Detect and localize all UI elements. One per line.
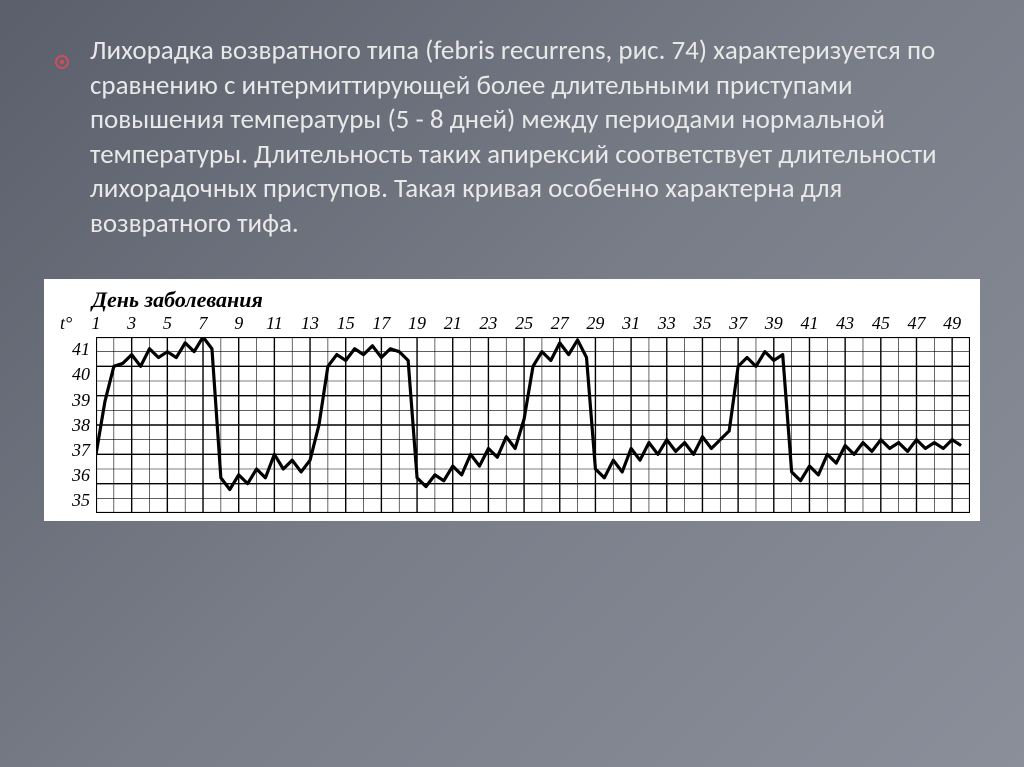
- x-tick-label: 33: [658, 313, 676, 334]
- x-tick-label: 27: [551, 313, 569, 334]
- x-tick-label: 41: [800, 313, 818, 334]
- x-axis-labels: 1357911131517192123252729313335373941434…: [96, 313, 970, 337]
- x-tick-label: 5: [163, 313, 172, 334]
- x-tick-label: 9: [234, 313, 243, 334]
- x-tick-label: 31: [622, 313, 640, 334]
- x-tick-label: 23: [479, 313, 497, 334]
- chart-grid: [96, 337, 970, 513]
- slide-text-block: Лихорадка возвратного типа (febris recur…: [0, 0, 1024, 261]
- chart-title: День заболевания: [92, 287, 970, 313]
- y-tick-label: 40: [54, 362, 96, 387]
- x-tick-label: 45: [872, 313, 890, 334]
- x-tick-label: 25: [515, 313, 533, 334]
- x-tick-label: 43: [836, 313, 854, 334]
- y-axis-column: t° 41403938373635: [54, 313, 96, 513]
- x-tick-label: 11: [266, 313, 283, 334]
- y-tick-label: 39: [54, 388, 96, 413]
- x-tick-label: 29: [586, 313, 604, 334]
- bullet-icon: [55, 44, 69, 58]
- x-tick-label: 15: [337, 313, 355, 334]
- x-tick-label: 3: [127, 313, 136, 334]
- y-tick-label: 38: [54, 413, 96, 438]
- x-tick-label: 39: [765, 313, 783, 334]
- x-tick-label: 17: [372, 313, 390, 334]
- x-tick-label: 35: [693, 313, 711, 334]
- y-tick-label: 36: [54, 463, 96, 488]
- x-tick-label: 19: [408, 313, 426, 334]
- y-tick-label: 35: [54, 488, 96, 513]
- x-tick-label: 13: [301, 313, 319, 334]
- y-tick-label: 41: [54, 337, 96, 362]
- fever-chart: День заболевания t° 41403938373635 13579…: [44, 279, 980, 521]
- x-tick-label: 21: [444, 313, 462, 334]
- paragraph-text: Лихорадка возвратного типа (febris recur…: [90, 34, 937, 240]
- y-tick-label: 37: [54, 438, 96, 463]
- x-tick-label: 49: [943, 313, 961, 334]
- x-tick-label: 37: [729, 313, 747, 334]
- x-tick-label: 47: [907, 313, 925, 334]
- x-tick-label: 7: [199, 313, 208, 334]
- x-tick-label: 1: [92, 313, 101, 334]
- t-label: t°: [54, 313, 96, 337]
